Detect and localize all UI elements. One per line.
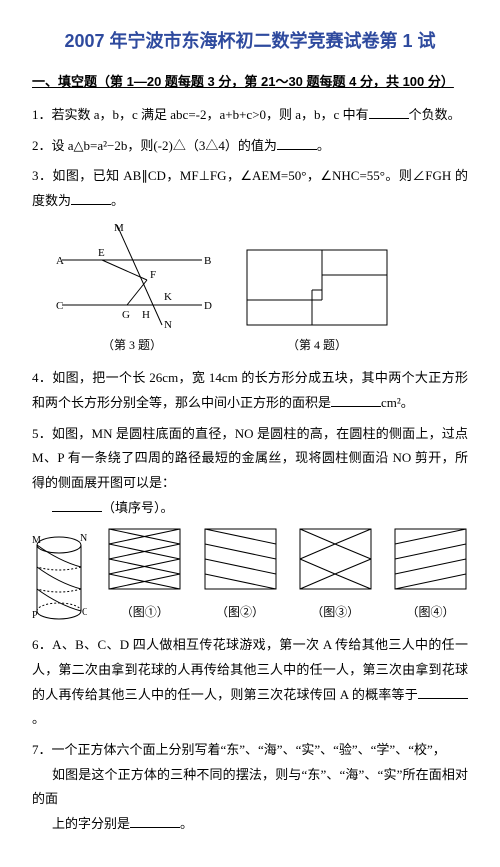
svg-text:D: D xyxy=(204,300,212,312)
q1-blank xyxy=(369,105,409,119)
q5-blank xyxy=(52,498,102,512)
opt1-cap: （图①） xyxy=(121,601,169,624)
page-title: 2007 年宁波市东海杯初二数学竞赛试卷第 1 试 xyxy=(32,24,468,58)
question-2: 2．设 a△b=a²−2b，则(-2)△（3△4）的值为 。 xyxy=(32,134,468,159)
svg-text:O: O xyxy=(82,607,87,618)
q3-blank xyxy=(71,191,111,205)
figure-row-1: M A E B F K C G H D N （第 3 题） （第 4 题） xyxy=(52,220,468,357)
figure-4: （第 4 题） xyxy=(242,245,392,357)
question-6: 6．A、B、C、D 四人做相互传花球游戏，第一次 A 传给其他三人中的任一人，第… xyxy=(32,633,468,732)
q7-line1: 7．一个正方体六个面上分别写着“东”、“海”、“实”、“验”、“学”、“校”， xyxy=(32,742,446,757)
svg-text:N: N xyxy=(164,319,172,330)
section-header: 一、填空题（第 1—20 题每题 3 分，第 21～30 题每题 4 分，共 1… xyxy=(32,70,468,95)
option-1: （图①） xyxy=(107,527,182,624)
figure-3-svg: M A E B F K C G H D N xyxy=(52,220,212,330)
figure-4-caption: （第 4 题） xyxy=(287,334,347,357)
figure-row-2: M N O P （图①） （图②） （图③） （图④） xyxy=(32,527,468,624)
opt3-cap: （图③） xyxy=(311,601,359,624)
question-1: 1．若实数 a，b，c 满足 abc=-2，a+b+c>0，则 a，b，c 中有… xyxy=(32,103,468,128)
svg-text:B: B xyxy=(204,255,211,267)
svg-text:P: P xyxy=(32,610,38,621)
svg-text:E: E xyxy=(98,247,105,259)
option-2: （图②） xyxy=(203,527,278,624)
q1-text: 1．若实数 a，b，c 满足 abc=-2，a+b+c>0，则 a，b，c 中有 xyxy=(32,107,369,122)
opt4-svg xyxy=(393,527,468,597)
option-4: （图④） xyxy=(393,527,468,624)
svg-text:K: K xyxy=(164,291,172,303)
q2-blank xyxy=(277,136,317,150)
q7-line2: 如图是这个正方体的三种不同的摆法，则与“东”、“海”、“实”所在面相对的面 xyxy=(32,767,468,807)
q6-blank xyxy=(418,685,468,699)
q5-text: 5．如图，MN 是圆柱底面的直径，NO 是圆柱的高，在圆柱的侧面上，过点 M、P… xyxy=(32,426,468,490)
q7-blank xyxy=(130,814,180,828)
svg-text:M: M xyxy=(32,535,41,546)
q2-text: 2．设 a△b=a²−2b，则(-2)△（3△4）的值为 xyxy=(32,138,277,153)
q6-text: 6．A、B、C、D 四人做相互传花球游戏，第一次 A 传给其他三人中的任一人，第… xyxy=(32,637,468,701)
figure-3-caption: （第 3 题） xyxy=(102,334,162,357)
svg-text:M: M xyxy=(114,222,124,234)
opt2-cap: （图②） xyxy=(216,601,264,624)
cylinder-figure: M N O P xyxy=(32,533,87,623)
opt3-svg xyxy=(298,527,373,597)
cylinder-svg: M N O P xyxy=(32,533,87,623)
svg-text:N: N xyxy=(80,533,87,544)
svg-text:A: A xyxy=(56,255,64,267)
question-4: 4．如图，把一个长 26cm，宽 14cm 的长方形分成五块，其中两个大正方形和… xyxy=(32,366,468,415)
svg-text:F: F xyxy=(150,269,156,281)
q4-blank xyxy=(331,393,381,407)
option-3: （图③） xyxy=(298,527,373,624)
svg-text:G: G xyxy=(122,309,130,321)
q5-suffix: （填序号）。 xyxy=(102,500,174,515)
q7-suffix: 。 xyxy=(180,816,193,831)
opt2-svg xyxy=(203,527,278,597)
question-7: 7．一个正方体六个面上分别写着“东”、“海”、“实”、“验”、“学”、“校”， … xyxy=(32,738,468,837)
q7-line3: 上的字分别是 xyxy=(52,816,130,831)
q1-suffix: 个负数。 xyxy=(409,107,461,122)
opt4-cap: （图④） xyxy=(406,601,454,624)
figure-3: M A E B F K C G H D N （第 3 题） xyxy=(52,220,212,357)
q2-suffix: 。 xyxy=(317,138,330,153)
opt1-svg xyxy=(107,527,182,597)
question-3: 3．如图，已知 AB∥CD，MF⊥FG，∠AEM=50°，∠NHC=55°。则∠… xyxy=(32,164,468,213)
svg-text:C: C xyxy=(56,300,63,312)
q4-suffix: cm²。 xyxy=(381,395,414,410)
q3-suffix: 。 xyxy=(111,193,124,208)
q6-suffix: 。 xyxy=(32,711,45,726)
figure-4-svg xyxy=(242,245,392,330)
svg-text:H: H xyxy=(142,309,150,321)
question-5: 5．如图，MN 是圆柱底面的直径，NO 是圆柱的高，在圆柱的侧面上，过点 M、P… xyxy=(32,422,468,521)
